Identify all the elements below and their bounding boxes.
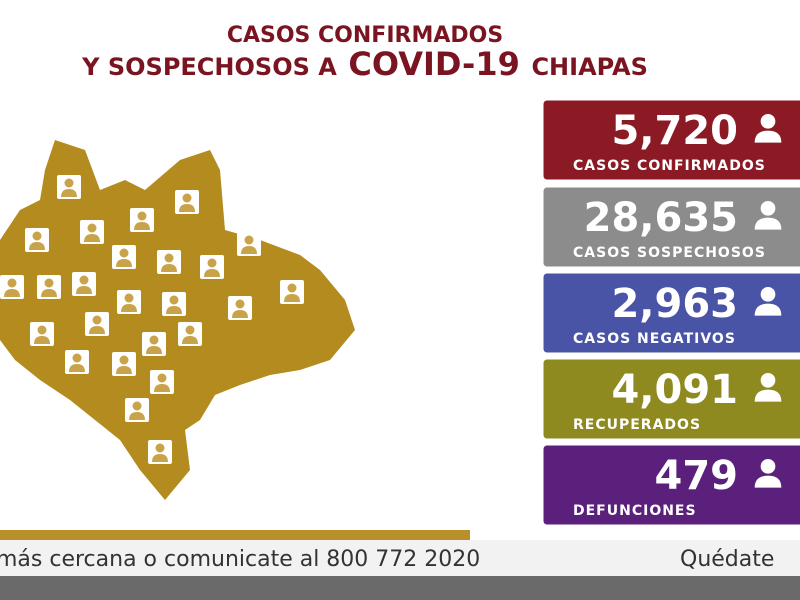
stat-label: CASOS SOSPECHOSOS [573,245,766,261]
stat-label: DEFUNCIONES [573,503,697,519]
stat-value: 4,091 [611,367,738,413]
title-suffix: CHIAPAS [531,53,647,81]
stat-value: 28,635 [584,195,738,241]
ticker-text: más cercana o comunicate al 800 772 2020 [0,547,480,572]
ticker-bottom [0,576,800,600]
title-line2: Y SOSPECHOSOS A COVID-19 CHIAPAS [81,45,648,83]
title-line1: CASOS CONFIRMADOS [227,23,503,48]
title-prefix: Y SOSPECHOSOS A [81,53,337,81]
stat-value: 2,963 [611,281,738,327]
card-bg [542,358,800,440]
card-bg [542,99,800,181]
stat-label: CASOS CONFIRMADOS [573,158,766,174]
card-bg [542,444,800,526]
stat-value: 479 [655,453,739,499]
ticker-bar [0,540,800,576]
stat-label: CASOS NEGATIVOS [573,331,736,347]
card-bg [542,186,800,268]
stat-value: 5,720 [611,108,738,154]
stat-card: 5,720 CASOS CONFIRMADOS [542,99,800,181]
stat-label: RECUPERADOS [573,417,701,433]
title-highlight: COVID-19 [348,45,519,83]
stat-card: 4,091 RECUPERADOS [542,358,800,440]
stat-cards: 5,720 CASOS CONFIRMADOS 28,635 CASOS SOSPEC… [542,99,800,526]
ticker-right: Quédate [680,547,774,572]
stat-card: 2,963 CASOS NEGATIVOS [542,272,800,354]
stat-card: 479 DEFUNCIONES [542,444,800,526]
stat-card: 28,635 CASOS SOSPECHOSOS [542,186,800,268]
ticker-ribbon [0,530,470,540]
card-bg [542,272,800,354]
